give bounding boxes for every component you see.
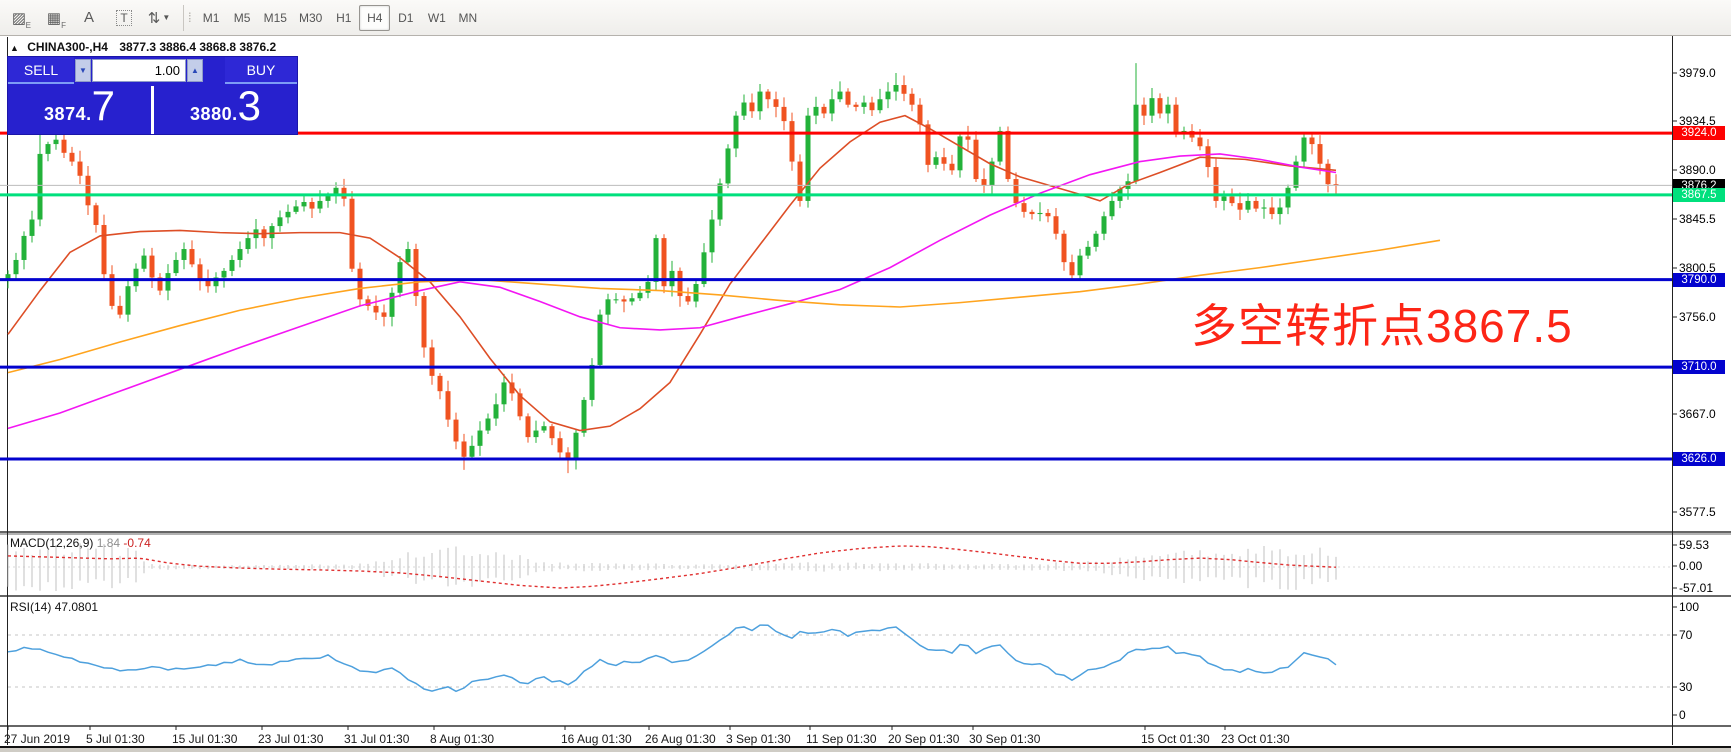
chart-canvas (0, 36, 1731, 745)
text-label-tool-icon[interactable]: A (73, 4, 105, 32)
cursor-modes-icon[interactable]: ⇅ ▼ (143, 4, 175, 32)
date-axis-label: 23 Jul 01:30 (258, 732, 324, 746)
price-axis-label: 3577.5 (1679, 505, 1716, 519)
rsi-axis-label: 0 (1679, 708, 1686, 722)
rsi-indicator-label: RSI(14) 47.0801 (10, 600, 98, 614)
ma-mid-magenta (7, 153, 1337, 430)
timeframe-button-d1[interactable]: D1 (398, 10, 414, 25)
price-axis-label: 3845.5 (1679, 212, 1716, 226)
timeframe-group: M1 M5 M15 M30 H1 H4 D1 W1 MN (196, 4, 484, 31)
arrows-glyph: ⇅ (147, 9, 161, 27)
timeframe-button-w1[interactable]: W1 (427, 10, 446, 25)
ma-slow-orange (7, 239, 1441, 374)
sell-price-display[interactable]: 3874. 7 (8, 82, 151, 134)
price-axis-badge: 3626.0 (1673, 452, 1725, 466)
price-axis-label: 3667.0 (1679, 407, 1716, 421)
macd-signal-value: -0.74 (123, 536, 151, 550)
timeframe-button-mn[interactable]: MN (458, 10, 478, 25)
volume-increase-button[interactable]: ▲ (187, 59, 203, 82)
collapse-triangle-icon[interactable]: ▲ (10, 43, 19, 53)
rsi-axis-label: 70 (1679, 628, 1693, 642)
timeframe-button-m15[interactable]: M15 (263, 10, 287, 25)
rsi-axis-label: 100 (1679, 600, 1700, 614)
pattern-sub-label: E (25, 20, 31, 30)
date-axis-label: 15 Jul 01:30 (172, 732, 238, 746)
date-axis-label: 26 Aug 01:30 (645, 732, 716, 746)
price-divider (151, 86, 154, 134)
buy-price-pips: 3 (237, 82, 261, 129)
date-axis-label: 23 Oct 01:30 (1221, 732, 1290, 746)
price-axis-badge: 3924.0 (1673, 126, 1725, 140)
price-axis-label: 3800.5 (1679, 261, 1716, 275)
volume-decrease-button[interactable]: ▼ (75, 59, 91, 82)
rsi-line (7, 624, 1337, 693)
timeframe-button-m30[interactable]: M30 (298, 10, 323, 25)
toolbar: ▨ E ▦ F A T ⇅ ▼ ⁞ M1 M5 M15 M30 H1 H4 D1 W1 MN (0, 0, 1731, 36)
toolbar-separator (183, 4, 184, 31)
chart-region: ▲ CHINA300-,H4 3877.3 3886.4 3868.8 3876… (0, 36, 1731, 752)
sell-price-pips: 7 (91, 82, 115, 129)
date-axis-label: 15 Oct 01:30 (1141, 732, 1210, 746)
macd-indicator-label: MACD(12,26,9) 1.84 -0.74 (10, 536, 151, 550)
date-axis-label: 31 Jul 01:30 (344, 732, 410, 746)
grid-glyph: ▦ (46, 9, 62, 27)
date-axis-label: 3 Sep 01:30 (726, 732, 791, 746)
buy-price-main: 3880. (190, 104, 238, 124)
sell-button[interactable]: SELL (8, 57, 74, 84)
macd-axis-label: -57.01 (1679, 581, 1714, 595)
volume-input[interactable] (92, 59, 186, 82)
price-axis-badge: 3790.0 (1673, 273, 1725, 287)
one-click-trade-panel: SELL ▼ ▲ BUY 3874. 7 3880. 3 (7, 56, 298, 135)
rsi-name: RSI(14) (10, 600, 52, 614)
date-axis-label: 11 Sep 01:30 (806, 732, 877, 746)
window-bottom-strip (0, 746, 1731, 752)
macd-name: MACD(12,26,9) (10, 536, 94, 550)
date-axis-label: 30 Sep 01:30 (969, 732, 1041, 746)
timeframe-button-m5[interactable]: M5 (233, 10, 251, 25)
text-box-tool-icon[interactable]: T (108, 4, 140, 32)
text-label-glyph: A (83, 9, 94, 26)
date-axis-label: 8 Aug 01:30 (430, 732, 495, 746)
macd-histogram-layer (7, 543, 1337, 592)
symbol-ohlc-values: 3877.3 3886.4 3868.8 3876.2 (119, 40, 277, 54)
buy-price-display[interactable]: 3880. 3 (154, 82, 297, 134)
date-axis-label: 27 Jun 2019 (4, 732, 71, 746)
macd-axis-label: 0.00 (1679, 559, 1703, 573)
candles-layer (5, 63, 1339, 474)
price-axis-badge: 3710.0 (1673, 360, 1725, 374)
date-axis-label: 16 Aug 01:30 (561, 732, 632, 746)
pattern-glyph: ▨ (11, 9, 27, 27)
rsi-axis-label: 30 (1679, 680, 1693, 694)
grid-pattern-icon[interactable]: ▦ F (38, 4, 70, 32)
chart-annotation-text: 多空转折点3867.5 (1191, 300, 1573, 352)
macd-axis-label: 59.53 (1679, 538, 1710, 552)
indicator-pattern-icon[interactable]: ▨ E (3, 4, 35, 32)
symbol-header: ▲ CHINA300-,H4 3877.3 3886.4 3868.8 3876… (10, 40, 276, 54)
symbol-name: CHINA300-,H4 (27, 40, 108, 54)
price-axis-label: 3934.5 (1679, 114, 1716, 128)
timeframe-button-h4[interactable]: H4 (359, 4, 391, 31)
date-axis-label: 20 Sep 01:30 (888, 732, 960, 746)
price-axis-badge: 3867.5 (1673, 188, 1725, 202)
timeframe-button-h1[interactable]: H1 (336, 10, 352, 25)
price-axis-label: 3890.0 (1679, 163, 1716, 177)
price-axis-label: 3979.0 (1679, 66, 1716, 80)
macd-main-value: 1.84 (96, 536, 121, 550)
price-axis-label: 3756.0 (1679, 310, 1716, 324)
sell-price-main: 3874. (44, 104, 92, 124)
date-axis-label: 5 Jul 01:30 (86, 732, 145, 746)
timeframe-button-m1[interactable]: M1 (202, 10, 220, 25)
macd-signal-line (7, 545, 1337, 589)
buy-button[interactable]: BUY (225, 57, 297, 84)
grid-sub-label: F (61, 20, 66, 30)
chevron-down-icon: ▼ (162, 13, 171, 22)
toolbar-grip[interactable]: ⁞ (188, 10, 191, 25)
text-box-glyph: T (116, 9, 132, 26)
rsi-value: 47.0801 (54, 600, 99, 614)
